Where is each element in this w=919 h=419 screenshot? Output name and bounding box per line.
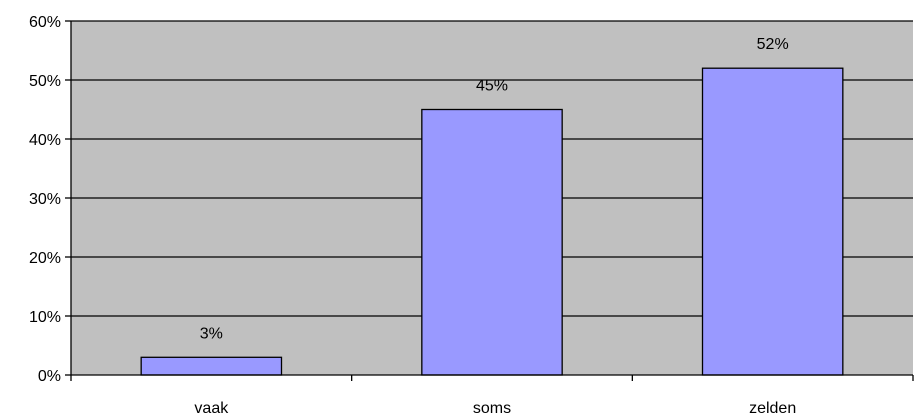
x-tick-label: soms	[473, 400, 511, 417]
y-tick-label: 20%	[29, 250, 61, 267]
y-tick-label: 50%	[29, 73, 61, 90]
y-axis: 0% 10% 20% 30% 40% 50% 60%	[29, 14, 72, 385]
data-labels: 3% 45% 52%	[200, 36, 789, 342]
y-tick-label: 40%	[29, 132, 61, 149]
x-tick-label: zelden	[749, 400, 796, 417]
y-tick-label: 10%	[29, 309, 61, 326]
bar	[140, 356, 283, 376]
bar	[701, 67, 844, 376]
data-label: 3%	[200, 325, 223, 342]
bars	[140, 67, 844, 376]
bar	[421, 108, 563, 376]
y-tick-label: 60%	[29, 14, 61, 31]
data-label: 52%	[757, 36, 789, 53]
x-axis: vaak soms zelden	[70, 374, 914, 417]
y-tick-label: 0%	[38, 368, 61, 385]
data-label: 45%	[476, 78, 508, 95]
y-tick-label: 30%	[29, 191, 61, 208]
x-tick-label: vaak	[194, 400, 229, 417]
